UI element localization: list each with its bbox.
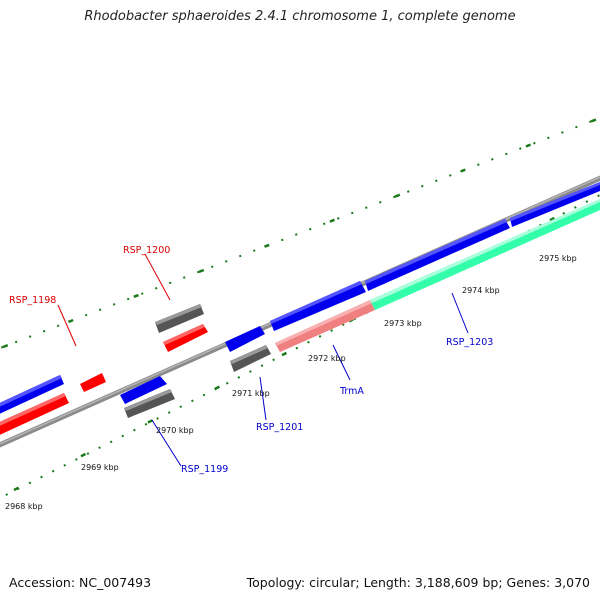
scale-label: 2971 kbp xyxy=(232,389,270,398)
gene-label-rsp-1200[interactable]: RSP_1200 xyxy=(123,245,170,256)
rrna-gene-rsp-1203[interactable] xyxy=(370,199,600,310)
scale-label: 2968 kbp xyxy=(5,502,43,511)
scale-label: 2972 kbp xyxy=(308,354,346,363)
cds-gene-forward[interactable] xyxy=(0,182,600,416)
topology-text: Topology: circular; Length: 3,188,609 bp… xyxy=(246,575,590,590)
gene-label-trma[interactable]: TrmA xyxy=(339,386,364,397)
pseudo-gene[interactable] xyxy=(124,304,271,418)
scale-label: 2970 kbp xyxy=(156,426,194,435)
scale-label: 2973 kbp xyxy=(384,319,422,328)
gene-label-rsp-1199[interactable]: RSP_1199 xyxy=(181,464,228,475)
gene-label-rsp-1201[interactable]: RSP_1201 xyxy=(256,422,303,433)
scale-label: 2969 kbp xyxy=(81,463,119,472)
gene-label-rsp-1203[interactable]: RSP_1203 xyxy=(446,337,493,348)
accession-text: Accession: NC_007493 xyxy=(9,575,152,590)
scale-label: 2975 kbp xyxy=(539,254,577,263)
leader-lines xyxy=(57,253,469,467)
cds-gene-reverse[interactable] xyxy=(0,324,208,437)
map-title: Rhodobacter sphaeroides 2.4.1 chromosome… xyxy=(84,9,516,24)
gene-labels: RSP_1198 RSP_1200 RSP_1199 RSP_1201 TrmA… xyxy=(9,245,493,475)
gene-label-rsp-1198[interactable]: RSP_1198 xyxy=(9,295,56,306)
trna-gene-trma[interactable] xyxy=(275,300,375,352)
scale-label: 2974 kbp xyxy=(462,286,500,295)
scale-labels: 2968 kbp 2969 kbp 2970 kbp 2971 kbp 2972… xyxy=(5,254,577,511)
